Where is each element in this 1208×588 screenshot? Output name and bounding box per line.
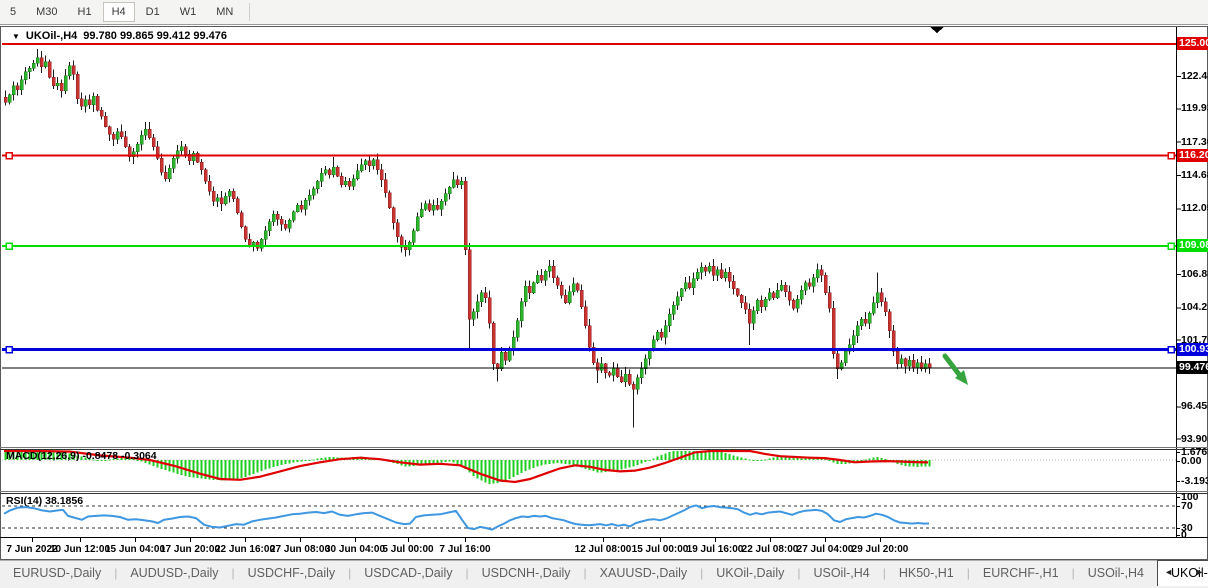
tab-separator: | bbox=[882, 566, 886, 580]
time-tick-label: 7 Jun 2022 bbox=[6, 544, 58, 555]
chart-tab-usoil-h4[interactable]: USOil-,H4 bbox=[813, 566, 870, 580]
time-tick-label: 30 Jun 04:00 bbox=[324, 544, 386, 555]
timeframe-button-h1[interactable]: H1 bbox=[77, 6, 92, 18]
chart-title-row: ▼ UKOil-,H4 99.780 99.865 99.412 99.476 bbox=[12, 30, 227, 42]
time-tick-label: 19 Jul 16:00 bbox=[686, 544, 744, 555]
time-tick-label: 27 Jul 04:00 bbox=[796, 544, 854, 555]
chart-tab-usdcnh-daily[interactable]: USDCNH-,Daily bbox=[481, 566, 571, 580]
time-tick-label: 5 Jul 00:00 bbox=[382, 544, 434, 555]
tab-scroll-left-icon[interactable]: ◄ bbox=[1164, 567, 1174, 577]
indicator-scale-label: 1.6765 bbox=[1181, 446, 1208, 458]
price-badge-125.006: 125.006 bbox=[1177, 36, 1208, 50]
price-badge-100.933: 100.933 bbox=[1177, 342, 1208, 356]
price-tick-label: 112.055 bbox=[1181, 202, 1208, 215]
chart-tab-eurusd-daily[interactable]: EURUSD-,Daily bbox=[13, 566, 102, 580]
time-tick-label: 7 Jul 16:00 bbox=[439, 544, 491, 555]
price-tick-label: 104.255 bbox=[1181, 301, 1208, 314]
toolbar-separator bbox=[249, 3, 251, 21]
time-tick-label: 15 Jun 04:00 bbox=[104, 544, 166, 555]
rsi-label: RSI(14) 38.1856 bbox=[6, 495, 84, 507]
price-badge-109.086: 109.086 bbox=[1177, 239, 1208, 252]
chart-tab-hk50-h1[interactable]: HK50-,H1 bbox=[898, 566, 954, 580]
tab-separator: | bbox=[966, 566, 970, 580]
indicator-scale-label: 0 bbox=[1181, 529, 1187, 541]
time-tick-label: 22 Jun 16:00 bbox=[214, 544, 276, 555]
chart-tab-ukoil-h4[interactable]: UKOil-,H4 bbox=[1156, 560, 1208, 586]
price-tick-label: 114.680 bbox=[1181, 169, 1208, 181]
tab-separator: | bbox=[1071, 566, 1075, 580]
tab-separator: | bbox=[114, 566, 118, 580]
price-badge-99.476: 99.476 bbox=[1177, 361, 1208, 374]
chart-tab-usdcad-daily[interactable]: USDCAD-,Daily bbox=[364, 566, 453, 580]
tab-separator: | bbox=[797, 566, 801, 580]
tab-separator: | bbox=[700, 566, 704, 580]
tab-scroll-arrows: ◄ ► bbox=[1164, 567, 1204, 577]
indicator-scale-label: 70 bbox=[1181, 500, 1193, 512]
chart-tab-usdchf-daily[interactable]: USDCHF-,Daily bbox=[247, 566, 336, 580]
indicator-scale-label: 0.00 bbox=[1181, 455, 1202, 467]
timeframe-toolbar: 5 M30 H1 H4 D1 W1 MN bbox=[0, 0, 1208, 25]
indicator-scale-label: 100 bbox=[1181, 491, 1199, 503]
chart-tab-usoil-h4[interactable]: USOil-,H4 bbox=[1087, 566, 1144, 580]
timeframe-button-w1[interactable]: W1 bbox=[179, 6, 197, 18]
price-tick-label: 117.305 bbox=[1181, 135, 1208, 148]
chart-tab-eurchf-h1[interactable]: EURCHF-,H1 bbox=[982, 566, 1059, 580]
macd-label: MACD(12,26,9) -0.8478 -0.3064 bbox=[6, 450, 157, 462]
price-badge-116.202: 116.202 bbox=[1177, 148, 1208, 162]
price-tick-label: 96.455 bbox=[1181, 400, 1208, 413]
price-tick-label: 119.930 bbox=[1181, 102, 1208, 115]
time-tick-label: 10 Jun 12:00 bbox=[49, 544, 111, 555]
time-tick-label: 12 Jul 08:00 bbox=[574, 544, 632, 555]
indicator-scale-label: 30 bbox=[1181, 522, 1193, 534]
chart-tab-xauusd-daily[interactable]: XAUUSD-,Daily bbox=[599, 566, 688, 580]
chart-tab-bar: EURUSD-,Daily | AUDUSD-,Daily | USDCHF-,Dail… bbox=[0, 560, 1208, 588]
tab-scroll-right-icon[interactable]: ► bbox=[1195, 567, 1204, 577]
time-tick-label: 29 Jul 20:00 bbox=[851, 544, 909, 555]
chart-dropdown-caret-icon[interactable]: ▼ bbox=[12, 31, 20, 41]
time-tick-label: 15 Jul 00:00 bbox=[631, 544, 689, 555]
tab-separator: | bbox=[583, 566, 587, 580]
indicator-scale-label: -3.1935 bbox=[1181, 475, 1208, 487]
price-tick-label: 93.905 bbox=[1181, 432, 1208, 445]
timeframe-button-d1[interactable]: D1 bbox=[145, 6, 160, 18]
timeframe-button-h4[interactable]: H4 bbox=[102, 2, 135, 22]
chart-tab-ukoil-daily[interactable]: UKOil-,Daily bbox=[716, 566, 785, 580]
timeframe-button-m30[interactable]: M30 bbox=[36, 6, 58, 18]
chart-ohlc-values: 99.780 99.865 99.412 99.476 bbox=[83, 30, 228, 42]
chart-tab-audusd-daily[interactable]: AUDUSD-,Daily bbox=[130, 566, 219, 580]
chart-symbol-title: UKOil-,H4 bbox=[25, 30, 78, 42]
time-tick-label: 17 Jun 20:00 bbox=[159, 544, 221, 555]
time-tick-label: 22 Jul 08:00 bbox=[741, 544, 799, 555]
price-tick-label: 122.480 bbox=[1181, 69, 1208, 82]
chart-window[interactable] bbox=[0, 26, 1208, 560]
time-tick-label: 27 Jun 08:00 bbox=[269, 544, 331, 555]
price-tick-label: 106.880 bbox=[1181, 268, 1208, 280]
tab-separator: | bbox=[348, 566, 352, 580]
tab-separator: | bbox=[231, 566, 235, 580]
timeframe-button-5[interactable]: 5 bbox=[10, 6, 17, 18]
tab-separator: | bbox=[465, 566, 469, 580]
timeframe-button-mn[interactable]: MN bbox=[216, 6, 234, 18]
